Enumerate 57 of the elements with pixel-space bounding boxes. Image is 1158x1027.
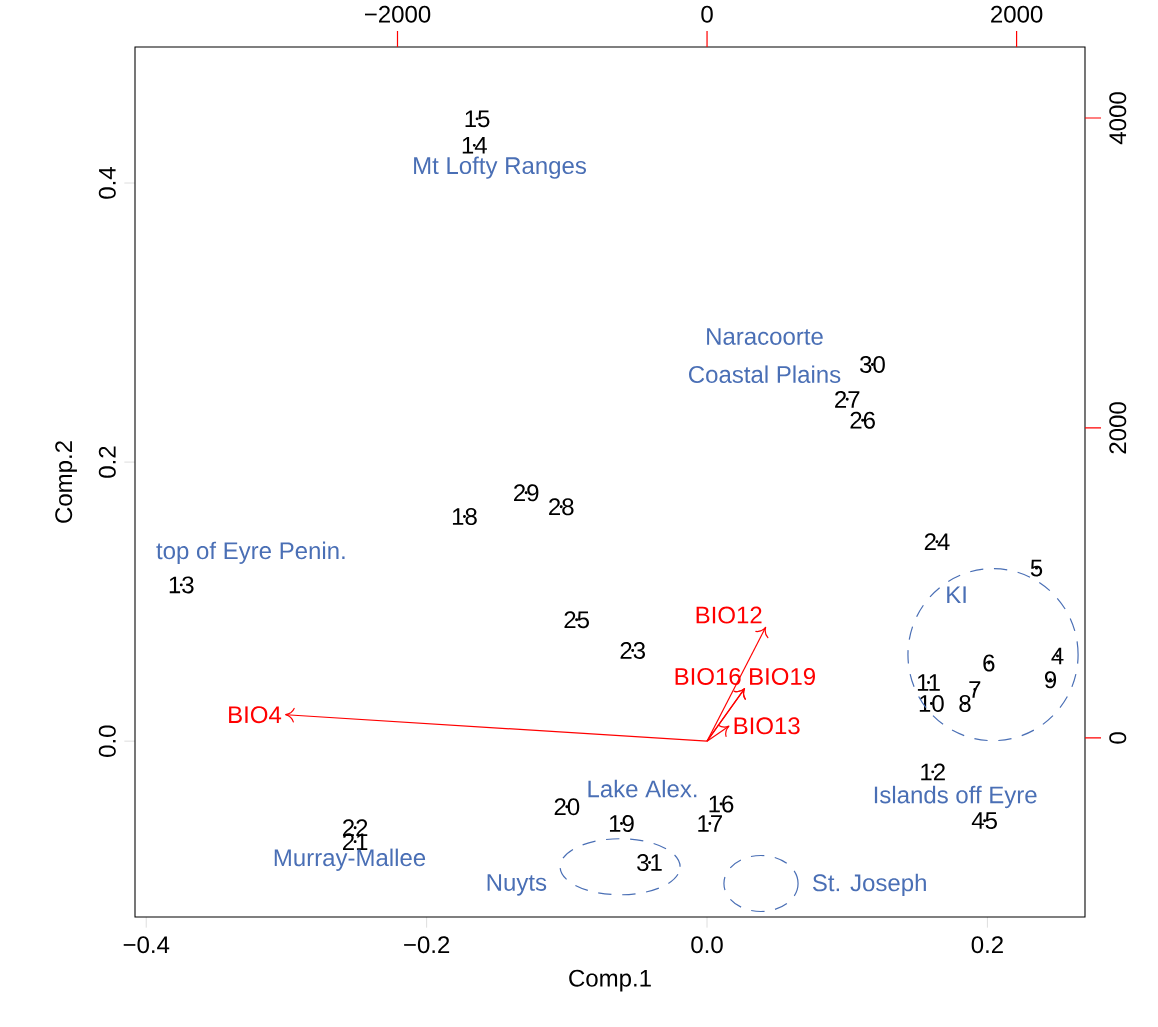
series-label: BIO12 bbox=[696, 606, 762, 624]
series-label: 12 bbox=[921, 763, 945, 781]
series-label: 18 bbox=[452, 508, 477, 526]
series-label: 13 bbox=[169, 576, 194, 594]
x2-tick-label: 2000 bbox=[991, 5, 1043, 23]
annotation: top of Eyre Penin. bbox=[156, 541, 345, 564]
series-label: 26 bbox=[850, 411, 875, 429]
series-label: 11 bbox=[917, 674, 940, 691]
series-label: 24 bbox=[924, 533, 950, 551]
legend-label: BIO4 bbox=[229, 706, 282, 724]
y2-tick-label: 0 bbox=[1109, 732, 1127, 744]
x-axis-title: Comp.1 bbox=[569, 969, 651, 992]
series-label: 6 bbox=[983, 654, 995, 672]
annotation: Coastal Plains bbox=[689, 365, 841, 383]
series-label: 20 bbox=[554, 798, 580, 816]
series-label: 23 bbox=[620, 641, 645, 659]
series-label: 14 bbox=[462, 137, 487, 154]
x-tick-label: −0.2 bbox=[404, 936, 450, 954]
series-label: 7 bbox=[969, 681, 981, 698]
y-axis-title: Comp.2 bbox=[55, 441, 77, 523]
x2-tick-label: −2000 bbox=[364, 5, 431, 23]
series-label: 4 bbox=[1051, 647, 1064, 665]
y2-tick-label: 2000 bbox=[1109, 402, 1127, 454]
series-label: 29 bbox=[514, 484, 539, 502]
series-label: 31 bbox=[637, 854, 662, 872]
series-label: 17 bbox=[698, 815, 722, 832]
series-label: 25 bbox=[564, 611, 589, 629]
annotation: Naracoorte bbox=[707, 328, 823, 345]
x-tick-label: 0.2 bbox=[971, 936, 1003, 954]
series-label: 10 bbox=[919, 694, 944, 712]
series-label: 16 bbox=[709, 795, 734, 813]
y-tick-label: 0.4 bbox=[98, 167, 116, 199]
series-label: 45 bbox=[971, 812, 997, 830]
series-label: BIO13 bbox=[734, 717, 800, 735]
series-label: 28 bbox=[549, 498, 574, 516]
series-label: 8 bbox=[959, 694, 971, 712]
series-label: 19 bbox=[609, 814, 634, 832]
y-tick-label: 0.0 bbox=[98, 725, 116, 757]
annotation: Mt Lofty Ranges bbox=[414, 156, 587, 179]
series-label: 15 bbox=[465, 110, 490, 128]
series-label: 30 bbox=[860, 355, 885, 373]
x-tick-label: 0.0 bbox=[691, 936, 723, 954]
series-label: BIO19 bbox=[750, 667, 815, 685]
annotation: KI bbox=[947, 586, 966, 603]
annotation: Nuyts bbox=[487, 874, 547, 896]
x2-tick-label: 0 bbox=[701, 5, 713, 23]
annotation: Islands off Eyre bbox=[874, 785, 1037, 809]
y2-tick-label: 4000 bbox=[1109, 92, 1127, 145]
x-tick-label: −0.4 bbox=[123, 936, 170, 954]
annotation: Murray-Mallee bbox=[274, 848, 426, 871]
annotation: Lake Alex. bbox=[588, 779, 697, 798]
series-label: BIO16 bbox=[675, 667, 741, 685]
series-label: 27 bbox=[835, 390, 860, 408]
series-label: 9 bbox=[1044, 671, 1057, 689]
annotation: St. Joseph bbox=[812, 873, 926, 897]
y-tick-label: 0.2 bbox=[98, 446, 116, 478]
series-label: 5 bbox=[1030, 559, 1043, 577]
